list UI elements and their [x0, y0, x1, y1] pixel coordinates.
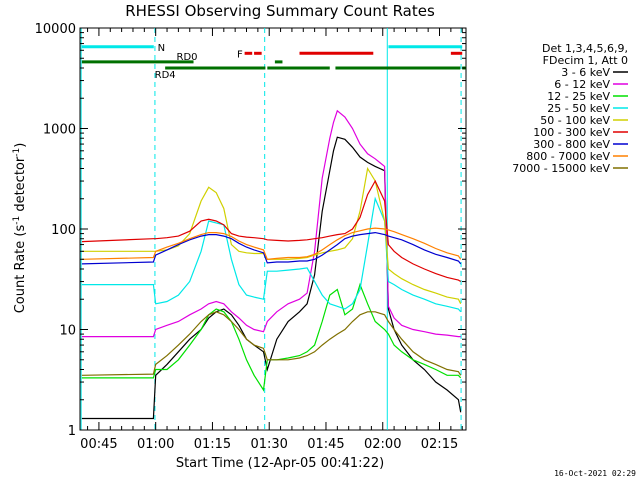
flag-label-rd0: RD0 — [177, 52, 198, 63]
legend-entry-label-5: 100 - 300 keV — [533, 126, 610, 139]
legend: Det 1,3,4,5,6,9,FDecim 1, Att 03 - 6 keV… — [512, 42, 628, 175]
flag-label-rd4: RD4 — [155, 70, 176, 81]
x-axis: 00:45 01:00 01:15 01:30 01:45 02:00 02:15 — [80, 28, 463, 452]
series-line-8 — [81, 311, 462, 376]
x-axis-label: Start Time (12-Apr-05 00:41:22) — [176, 456, 384, 471]
y-tick-label: 1 — [68, 424, 76, 439]
y-axis-label-main: Count Rate (s — [13, 225, 28, 314]
footer-timestamp: 16-Oct-2021 02:29 — [554, 469, 636, 478]
flag-label-f: F — [237, 49, 243, 60]
x-tick-label: 01:45 — [307, 437, 344, 452]
legend-entry-label-1: 6 - 12 keV — [554, 78, 610, 91]
x-tick-label: 00:45 — [80, 437, 117, 452]
legend-header-0: Det 1,3,4,5,6,9, — [542, 42, 628, 55]
y-axis-label-sup1: -1 — [12, 216, 22, 225]
series-line-2 — [81, 282, 462, 392]
legend-entry-label-8: 7000 - 15000 keV — [512, 162, 610, 175]
flag-label-n: N — [158, 43, 165, 54]
x-tick-label: 01:15 — [194, 437, 231, 452]
series-line-1 — [81, 109, 461, 338]
series-line-3 — [81, 196, 462, 313]
series-line-0 — [81, 136, 462, 420]
chart-title: RHESSI Observing Summary Count Rates — [125, 2, 435, 20]
x-tick-label: 02:15 — [421, 437, 458, 452]
plot-frame — [79, 27, 467, 431]
legend-entry-label-4: 50 - 100 keV — [540, 114, 610, 127]
legend-entry-label-6: 300 - 800 keV — [533, 138, 610, 151]
y-tick-label: 100 — [51, 223, 76, 238]
legend-entry-label-0: 3 - 6 keV — [561, 66, 610, 79]
legend-entry-label-3: 25 - 50 keV — [547, 102, 610, 115]
x-tick-label: 02:00 — [364, 437, 401, 452]
x-tick-label: 01:00 — [137, 437, 174, 452]
y-axis-label-end: ) — [13, 143, 28, 148]
x-tick-label: 01:30 — [250, 437, 287, 452]
y-tick-label: 10000 — [35, 22, 76, 37]
legend-entry-label-2: 12 - 25 keV — [547, 90, 610, 103]
series-line-5 — [81, 179, 462, 283]
y-axis: 1 10 100 1000 10000 — [35, 22, 466, 439]
y-axis-label-mid: detector — [13, 156, 28, 216]
series-line-4 — [81, 166, 462, 305]
series-line-6 — [81, 231, 462, 265]
legend-header-1: FDecim 1, Att 0 — [543, 54, 628, 67]
y-tick-label: 10 — [59, 324, 76, 339]
legend-entry-label-7: 800 - 7000 keV — [526, 150, 610, 163]
y-axis-label: Count Rate (s-1 detector-1) — [12, 143, 28, 314]
y-axis-label-sup2: -1 — [12, 148, 22, 157]
y-tick-label: 1000 — [43, 123, 76, 138]
series-line-7 — [81, 227, 462, 260]
